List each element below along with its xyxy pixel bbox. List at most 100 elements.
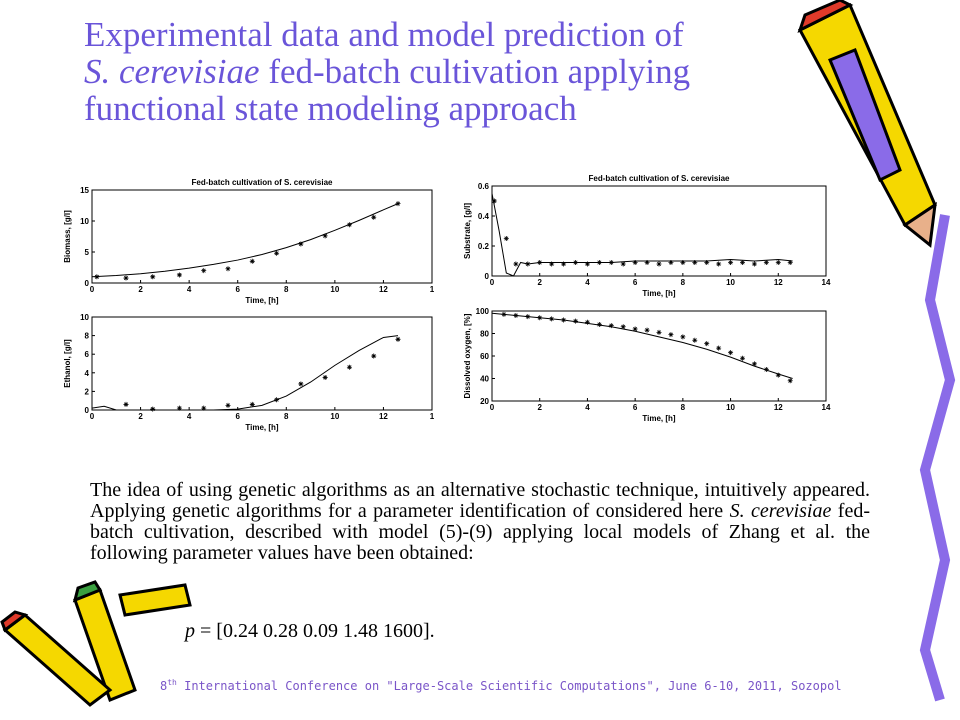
data-marker [680, 334, 686, 340]
data-marker [644, 327, 650, 333]
slide-title: Experimental data and model prediction o… [84, 16, 844, 127]
y-tick-label: 10 [80, 313, 89, 322]
footer-text: International Conference on "Large-Scale… [176, 679, 842, 693]
data-marker [395, 336, 401, 342]
x-tick-label: 10 [726, 403, 735, 412]
data-marker [656, 329, 662, 335]
footer-text: 8 [160, 679, 168, 693]
x-tick-label: 10 [330, 412, 339, 421]
data-marker [692, 337, 698, 343]
x-tick-label: 12 [379, 412, 388, 421]
x-axis-label: Time, [h] [642, 289, 676, 298]
x-axis-label: Time, [h] [642, 414, 676, 423]
data-marker [249, 258, 255, 264]
x-tick-label: 4 [585, 403, 590, 412]
data-marker [632, 260, 638, 265]
x-tick-label: 2 [537, 278, 542, 287]
data-marker [728, 350, 734, 356]
data-marker [716, 261, 722, 267]
y-tick-label: 0 [85, 406, 90, 415]
data-marker [656, 261, 662, 267]
x-tick-label: 1 [430, 412, 435, 421]
squiggle [919, 214, 956, 702]
data-marker [94, 274, 100, 280]
data-marker [274, 250, 280, 256]
x-tick-label: 2 [138, 412, 143, 421]
data-marker [395, 201, 401, 207]
text-run: = [0.24 0.28 0.09 1.48 1600]. [195, 620, 435, 642]
plot-frame [491, 310, 827, 402]
text-run: S. cerevisiae [729, 500, 832, 522]
x-tick-label: 0 [490, 278, 495, 287]
x-tick-label: 10 [330, 285, 339, 294]
data-marker [573, 318, 578, 324]
data-marker [740, 260, 745, 265]
data-marker [704, 260, 710, 265]
plot-frame [491, 185, 827, 277]
data-marker [608, 323, 614, 329]
data-marker [176, 272, 182, 278]
y-tick-label: 15 [80, 186, 89, 195]
data-marker [596, 322, 602, 327]
y-tick-label: 4 [85, 369, 90, 378]
model-line [91, 335, 399, 411]
x-tick-label: 4 [585, 278, 590, 287]
y-tick-label: 0 [485, 272, 490, 281]
x-tick-label: 12 [379, 285, 388, 294]
data-marker [775, 372, 781, 378]
x-tick-label: 12 [774, 403, 783, 412]
data-marker [549, 316, 555, 322]
data-marker [561, 261, 567, 267]
x-tick-label: 6 [235, 285, 240, 294]
data-marker [176, 405, 182, 411]
data-marker [322, 233, 328, 239]
data-marker [274, 397, 280, 403]
y-tick-label: 5 [85, 248, 90, 257]
text-run: S. cerevisiae [84, 52, 260, 91]
data-marker [716, 345, 722, 351]
data-marker [249, 401, 255, 407]
data-marker [525, 261, 531, 267]
x-tick-label: 1 [430, 285, 435, 294]
data-marker [787, 260, 793, 265]
x-tick-label: 0 [490, 403, 495, 412]
data-marker [150, 406, 156, 412]
pencil-icon [797, 0, 937, 248]
pencil-icon [0, 580, 192, 707]
y-tick-label: 0 [85, 279, 90, 288]
chart-title: Fed-batch cultivation of S. cerevisiae [589, 174, 730, 183]
x-axis-label: Time, [h] [245, 296, 279, 305]
x-tick-label: 12 [774, 278, 783, 287]
x-tick-label: 4 [187, 412, 192, 421]
x-tick-label: 8 [284, 412, 289, 421]
y-axis-label: Dissolved oxygen, [%] [463, 313, 472, 398]
data-marker [491, 198, 497, 204]
y-tick-label: 10 [80, 217, 89, 226]
y-tick-label: 20 [480, 397, 489, 406]
y-axis-label: Biomass, [g/l] [63, 210, 72, 263]
plot-frame [91, 189, 433, 284]
data-marker [620, 261, 626, 267]
data-marker [763, 367, 769, 372]
x-axis-label: Time, [h] [245, 423, 279, 432]
data-marker [537, 315, 543, 321]
data-marker [123, 275, 129, 281]
y-tick-label: 2 [85, 387, 90, 396]
data-marker [537, 260, 543, 265]
data-marker [123, 401, 129, 407]
y-tick-label: 0.4 [478, 212, 490, 221]
data-marker [620, 324, 626, 330]
x-tick-label: 6 [633, 278, 638, 287]
model-line [91, 203, 399, 278]
data-marker [150, 274, 156, 280]
data-marker [322, 374, 328, 380]
data-marker [525, 314, 531, 320]
y-tick-label: 6 [85, 350, 90, 359]
data-marker [501, 311, 507, 317]
data-marker [549, 261, 555, 267]
data-marker [513, 261, 519, 267]
data-marker [298, 241, 304, 247]
data-marker [668, 260, 674, 265]
